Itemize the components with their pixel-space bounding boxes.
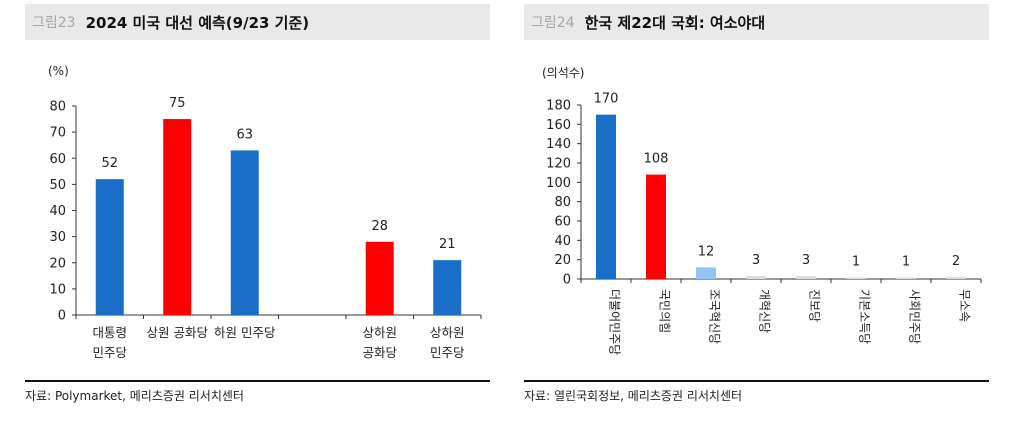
data-label: 12	[698, 244, 715, 259]
figure-23-panel: 그림23 2024 미국 대선 예측(9/23 기준) (%) 0 10 20 30 4…	[0, 0, 500, 421]
x-category-label: 국민의힘	[658, 289, 672, 333]
data-label: 21	[439, 237, 456, 252]
x-category-label: 더불어민주당	[608, 289, 622, 355]
x-category-label: 진보당	[808, 289, 822, 322]
bar	[796, 276, 816, 279]
y-tick-label: 20	[49, 256, 66, 271]
x-category-label: 대통령	[92, 325, 127, 340]
x-category-label: 개혁신당	[758, 289, 772, 333]
y-tick-label: 50	[49, 178, 66, 193]
y-tick-label: 120	[546, 157, 571, 172]
data-label: 63	[236, 127, 253, 142]
figure-23-title-bar: 그림23 2024 미국 대선 예측(9/23 기준)	[25, 4, 490, 40]
bar	[896, 277, 916, 279]
bar	[365, 241, 394, 315]
x-category-label: 상하원	[430, 325, 465, 340]
bar	[846, 277, 866, 279]
bar	[163, 119, 192, 315]
y-tick-label: 160	[546, 118, 571, 133]
figure-23-source: 자료: Polymarket, 메리츠증권 리서치센터	[25, 389, 244, 403]
y-tick-label: 40	[49, 204, 66, 219]
data-label: 75	[169, 96, 186, 111]
data-label: 28	[371, 219, 388, 234]
figure-24-source: 자료: 열린국회정보, 메리츠증권 리서치센터	[524, 389, 743, 403]
x-category-label: 공화당	[362, 345, 397, 360]
figure-23-title: 2024 미국 대선 예측(9/23 기준)	[85, 13, 310, 32]
y-tick-label: 70	[49, 126, 66, 141]
y-tick-label: 0	[563, 273, 571, 288]
bar	[946, 277, 966, 279]
y-tick-label: 20	[554, 253, 571, 268]
data-label: 52	[101, 156, 118, 171]
bar	[95, 179, 124, 315]
bar	[433, 260, 462, 315]
figure-23-source-divider	[25, 380, 490, 382]
y-tick-label: 60	[49, 152, 66, 167]
figure-23-number: 그림23	[32, 15, 76, 31]
data-label: 170	[594, 92, 619, 107]
data-label: 1	[852, 255, 860, 270]
x-category-label: 조국혁신당	[708, 289, 722, 344]
y-tick-label: 140	[546, 137, 571, 152]
data-label: 3	[752, 253, 760, 268]
x-category-label: 무소속	[958, 289, 972, 322]
x-category-label: 사회민주당	[908, 289, 922, 344]
bar	[596, 114, 616, 280]
y-tick-label: 180	[546, 99, 571, 114]
x-category-label: 민주당	[92, 345, 127, 360]
y-tick-label: 80	[49, 100, 66, 115]
x-category-label: 기본소득당	[858, 289, 872, 344]
x-category-label: 상하원	[362, 325, 397, 340]
x-category-label: 상원 공화당	[147, 325, 209, 340]
bar	[646, 174, 666, 279]
data-label: 3	[802, 253, 810, 268]
bar	[746, 276, 766, 279]
data-label: 1	[902, 255, 910, 270]
figure-24-title: 한국 제22대 국회: 여소야대	[584, 13, 766, 32]
figure-24-number: 그림24	[531, 15, 575, 31]
y-tick-label: 80	[554, 195, 571, 210]
figure-24-panel: 그림24 한국 제22대 국회: 여소야대 (의석수) 0 20 40 60 80 100…	[515, 0, 1029, 421]
y-tick-label: 0	[58, 309, 66, 324]
data-label: 2	[952, 254, 960, 269]
y-tick-label: 100	[546, 176, 571, 191]
y-tick-label: 40	[554, 234, 571, 249]
y-tick-label: 10	[49, 282, 66, 297]
figure-23-unit-label: (%)	[48, 64, 69, 78]
bar	[230, 150, 259, 315]
figure-24-title-bar: 그림24 한국 제22대 국회: 여소야대	[524, 4, 989, 40]
x-category-label: 민주당	[430, 345, 465, 360]
figure-24-unit-label: (의석수)	[542, 66, 585, 80]
x-category-label: 하원 민주당	[214, 325, 276, 340]
bar	[696, 267, 716, 279]
y-tick-label: 60	[554, 215, 571, 230]
y-tick-label: 30	[49, 230, 66, 245]
figure-24-source-divider	[524, 380, 989, 382]
data-label: 108	[644, 152, 669, 167]
korea-assembly-bar-chart: 0 20 40 60 80 100 120 140 160 180 170 더불어민주당 108 국민의힘…	[546, 92, 982, 355]
